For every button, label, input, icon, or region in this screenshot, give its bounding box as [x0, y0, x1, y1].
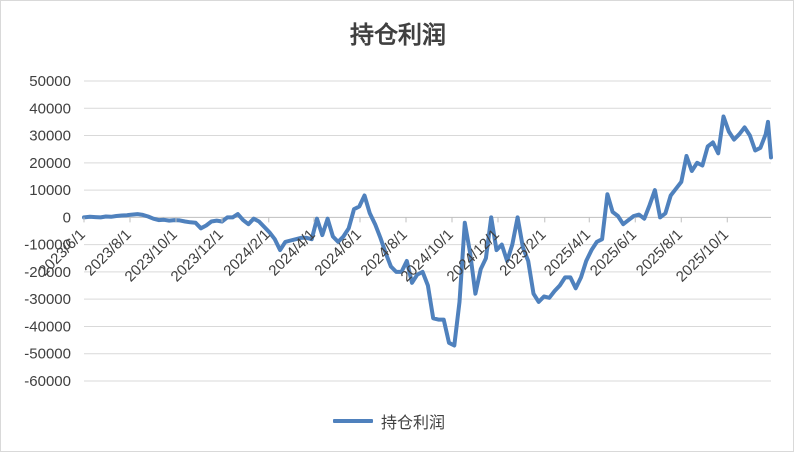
y-tick-label: -30000	[24, 291, 71, 308]
y-tick-label: 10000	[29, 182, 71, 199]
legend-label: 持仓利润	[381, 413, 446, 432]
y-tick-label: 20000	[29, 155, 71, 172]
series-line	[82, 114, 773, 348]
series-lines	[82, 114, 773, 348]
legend: 持仓利润	[333, 409, 445, 433]
y-tick-label: -50000	[24, 346, 71, 363]
y-tick-label: -10000	[24, 237, 71, 254]
legend-swatch	[333, 419, 373, 423]
y-tick-label: 40000	[29, 100, 71, 117]
y-tick-label: 50000	[29, 73, 71, 90]
x-axis-tick-labels: 2023/6/12023/8/12023/10/12023/12/12024/2…	[35, 217, 732, 285]
gridlines	[84, 80, 771, 382]
y-tick-label: -40000	[24, 318, 71, 335]
y-tick-label: 30000	[29, 128, 71, 145]
y-axis-tick-labels: 50000 40000 30000 20000 10000 0 -10000 -20000 -3…	[24, 73, 71, 390]
y-tick-label: 0	[63, 209, 71, 226]
y-tick-label: -60000	[24, 373, 71, 390]
chart-title: 持仓利润	[350, 20, 446, 49]
y-tick-label: -20000	[24, 264, 71, 281]
